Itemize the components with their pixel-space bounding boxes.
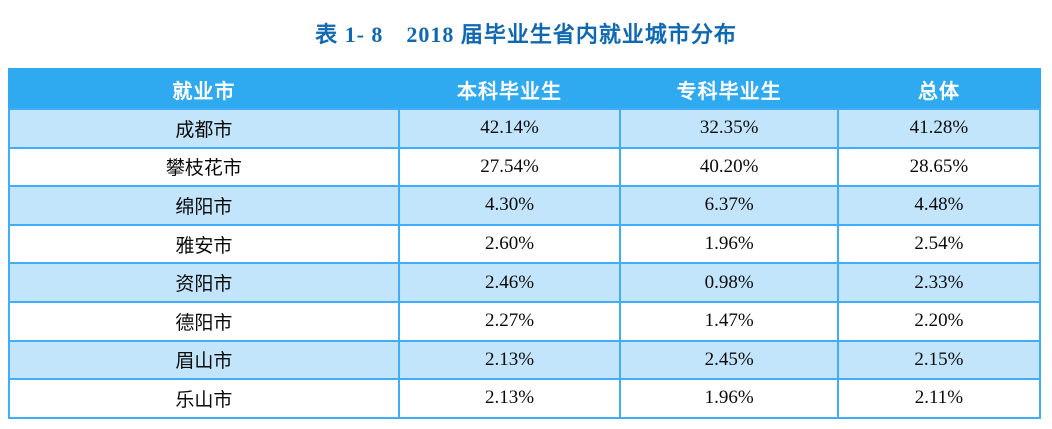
cell-city: 乐山市 <box>8 378 400 419</box>
cell-city: 德阳市 <box>8 300 400 342</box>
cell-college: 0.98% <box>619 262 839 303</box>
cell-college: 1.96% <box>619 378 839 419</box>
table-row: 资阳市 2.46% 0.98% 2.33% <box>8 262 1042 303</box>
cell-overall: 2.20% <box>836 300 1042 342</box>
cell-city: 资阳市 <box>8 262 400 303</box>
cell-undergrad: 2.27% <box>397 300 622 342</box>
cell-overall: 4.48% <box>836 185 1042 226</box>
cell-undergrad: 42.14% <box>397 108 622 149</box>
employment-city-table: 就业市 本科毕业生 专科毕业生 总体 成都市 42.14% 32.35% 41.… <box>8 68 1042 419</box>
cell-undergrad: 2.46% <box>397 262 622 303</box>
cell-undergrad: 2.60% <box>397 223 622 265</box>
table-row: 绵阳市 4.30% 6.37% 4.48% <box>8 185 1042 226</box>
cell-overall: 2.33% <box>836 262 1042 303</box>
table-row: 成都市 42.14% 32.35% 41.28% <box>8 108 1042 149</box>
cell-college: 1.96% <box>619 223 839 265</box>
cell-college: 32.35% <box>619 108 839 149</box>
cell-overall: 28.65% <box>836 146 1042 188</box>
table-row: 乐山市 2.13% 1.96% 2.11% <box>8 378 1042 419</box>
cell-college: 40.20% <box>619 146 839 188</box>
cell-overall: 2.11% <box>836 378 1042 419</box>
cell-overall: 41.28% <box>836 108 1042 149</box>
cell-city: 攀枝花市 <box>8 146 400 188</box>
cell-undergrad: 4.30% <box>397 185 622 226</box>
column-header-undergrad: 本科毕业生 <box>397 68 622 110</box>
table-row: 攀枝花市 27.54% 40.20% 28.65% <box>8 146 1042 188</box>
cell-college: 6.37% <box>619 185 839 226</box>
table-row: 眉山市 2.13% 2.45% 2.15% <box>8 339 1042 381</box>
table-row: 德阳市 2.27% 1.47% 2.20% <box>8 300 1042 342</box>
cell-city: 成都市 <box>8 108 400 149</box>
cell-college: 2.45% <box>619 339 839 381</box>
cell-overall: 2.15% <box>836 339 1042 381</box>
cell-city: 绵阳市 <box>8 185 400 226</box>
cell-city: 眉山市 <box>8 339 400 381</box>
cell-college: 1.47% <box>619 300 839 342</box>
cell-undergrad: 2.13% <box>397 378 622 419</box>
cell-city: 雅安市 <box>8 223 400 265</box>
column-header-college: 专科毕业生 <box>619 68 839 110</box>
cell-overall: 2.54% <box>836 223 1042 265</box>
header-row: 就业市 本科毕业生 专科毕业生 总体 <box>8 68 1042 110</box>
column-header-overall: 总体 <box>836 68 1042 110</box>
cell-undergrad: 2.13% <box>397 339 622 381</box>
column-header-city: 就业市 <box>8 68 400 110</box>
table-caption: 表 1- 8 2018 届毕业生省内就业城市分布 <box>315 22 737 47</box>
cell-undergrad: 27.54% <box>397 146 622 188</box>
table-row: 雅安市 2.60% 1.96% 2.54% <box>8 223 1042 265</box>
